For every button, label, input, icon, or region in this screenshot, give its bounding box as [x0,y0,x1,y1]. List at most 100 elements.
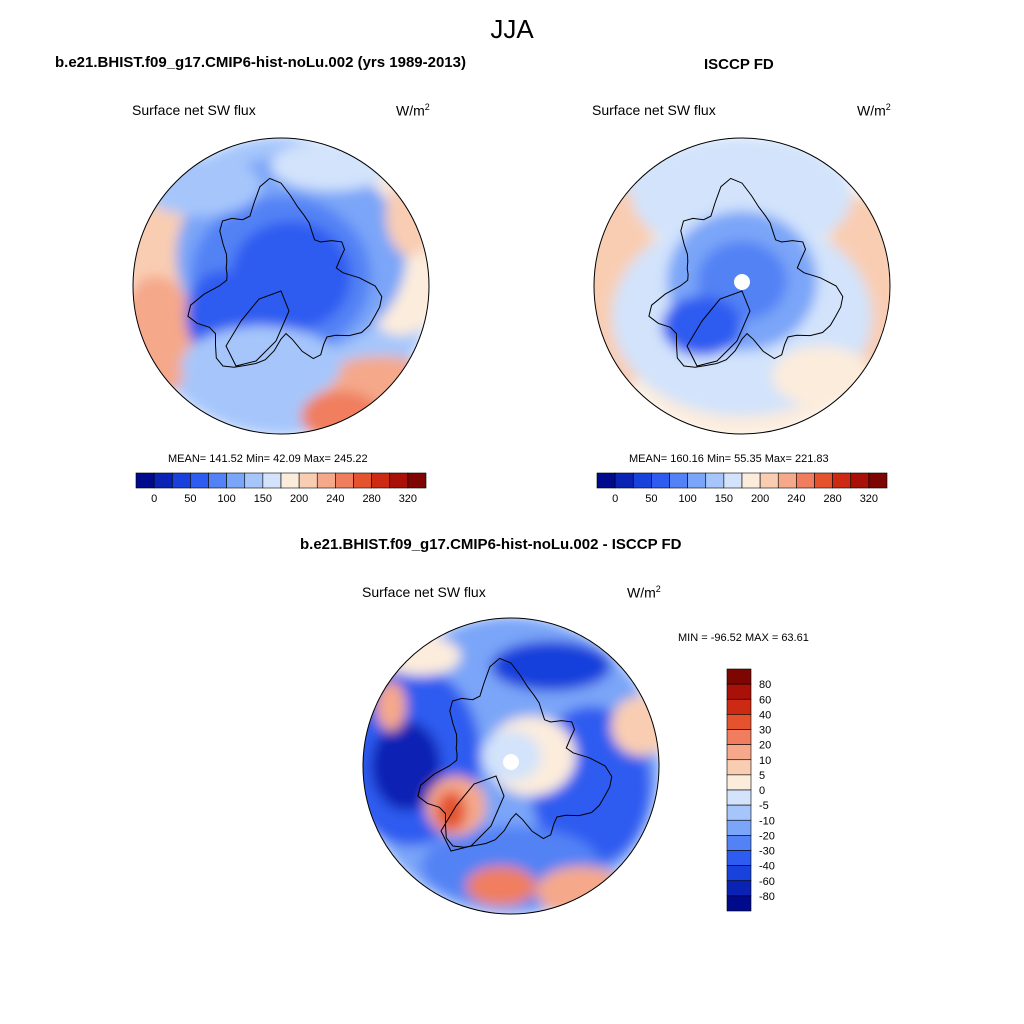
panel-3-stats: MIN = -96.52 MAX = 63.61 [678,632,809,644]
panel-1-greenland-coast [225,290,290,367]
colorbar-box [669,472,688,489]
panel-1-field-region [301,391,381,434]
colorbar-box [316,472,336,489]
colorbar-box [796,472,815,489]
colorbar-box [651,472,670,489]
colorbar-box [153,472,173,489]
colorbar-tick-label: -5 [759,800,769,812]
panel-1-map [133,138,429,434]
colorbar-box [726,819,752,836]
colorbar-tick-label: -40 [759,861,775,873]
colorbar-tick-label: -30 [759,846,775,858]
colorbar-tick-label: 150 [715,493,733,505]
panel-1-variable: Surface net SW flux [132,102,256,118]
panel-3-variable: Surface net SW flux [362,584,486,600]
colorbar-tick-label: 80 [759,679,771,691]
panel-1-colorbar: 0 50 100 150 200 240 280 320 [135,472,427,505]
colorbar-box [723,472,743,489]
colorbar-box [726,698,752,715]
colorbar-tick-label: 20 [759,740,771,752]
panel-3-field-region [466,866,536,906]
colorbar-box [371,472,391,489]
colorbar-box [726,789,752,806]
panel-1-coastline [187,177,383,368]
colorbar-box [262,472,282,489]
colorbar-tick-label: 0 [759,785,765,797]
panel-3-title: b.e21.BHIST.f09_g17.CMIP6-hist-noLu.002 … [300,536,682,553]
colorbar-box [726,729,752,745]
panel-1-stats: MEAN= 141.52 Min= 42.09 Max= 245.22 [168,453,368,465]
colorbar-box [726,804,752,821]
colorbar-tick-label: 320 [860,493,878,505]
panel-3-field-region [491,641,611,691]
panel-2-pole-missing [734,274,750,290]
colorbar-box [632,472,652,489]
colorbar-box [171,472,191,489]
colorbar-box [726,714,752,730]
figure-title: JJA [490,14,534,44]
colorbar-box [353,472,372,489]
colorbar-box [726,850,752,866]
panel-2-map [594,138,890,434]
panel-2-greenland-coast [686,290,751,367]
colorbar-box [726,880,752,897]
panel-1-units: W/m2 [396,102,430,119]
colorbar-box [726,774,752,791]
colorbar-box [298,472,318,489]
colorbar-tick-label: 200 [290,493,308,505]
colorbar-tick-label: 40 [759,709,771,721]
colorbar-box [777,472,797,489]
colorbar-box [614,472,634,489]
colorbar-box [208,472,227,489]
panel-3-field-region [436,791,466,831]
colorbar-box [135,472,155,489]
colorbar-box [389,472,409,489]
colorbar-box [407,472,427,489]
colorbar-box [832,472,852,489]
colorbar-box [705,472,725,489]
panel-3-units: W/m2 [627,584,661,601]
colorbar-tick-label: -60 [759,876,775,888]
panel-1-title: b.e21.BHIST.f09_g17.CMIP6-hist-noLu.002 … [55,54,466,71]
colorbar-box [244,472,264,489]
panel-3-pole-missing [503,754,519,770]
panel-1-field-region [181,326,341,406]
panel-3-map-border [362,617,660,915]
panel-2-field-region [612,151,752,201]
panel-2-field-region [662,296,742,356]
panel-1-map-border [132,137,430,435]
colorbar-tick-label: -20 [759,830,775,842]
panel-2-map-border [593,137,891,435]
panel-2-field-region [772,346,872,406]
panel-3-greenland-coast [440,775,505,852]
colorbar-tick-label: 50 [184,493,196,505]
colorbar-tick-label: 100 [678,493,696,505]
colorbar-box [726,895,752,912]
colorbar-box [226,472,246,489]
colorbar-box [759,472,779,489]
panel-2-units: W/m2 [857,102,891,119]
panel-3-colorbar: 80 60 40 30 20 10 5 0 -5 -10 -20 -30 -40 -60 -80 [726,668,775,912]
colorbar-tick-label: 0 [612,493,618,505]
colorbar-tick-label: 0 [151,493,157,505]
panel-1-field-region [133,276,196,396]
colorbar-tick-label: 10 [759,755,771,767]
colorbar-tick-label: 50 [645,493,657,505]
colorbar-tick-label: -10 [759,815,775,827]
colorbar-tick-label: 200 [751,493,769,505]
panel-2-coastline [648,177,844,368]
colorbar-tick-label: 280 [823,493,841,505]
colorbar-box [280,472,300,489]
colorbar-box [850,472,870,489]
colorbar-box [814,472,833,489]
colorbar-box [868,472,888,489]
colorbar-box [190,472,209,489]
colorbar-tick-label: 240 [787,493,805,505]
colorbar-tick-label: 100 [217,493,235,505]
colorbar-box [726,683,752,700]
colorbar-box [335,472,354,489]
panel-1-field-region [141,156,261,216]
colorbar-box [741,472,761,489]
panel-3-field-region [376,681,406,731]
